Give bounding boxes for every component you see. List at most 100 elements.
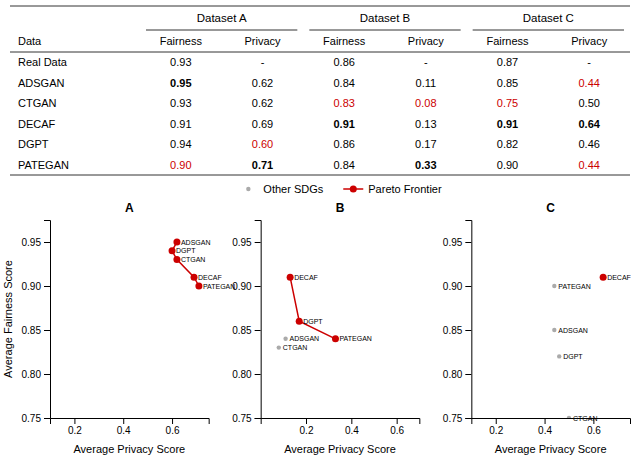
tick: 0.90	[232, 281, 260, 292]
axis-line	[255, 221, 262, 419]
y-axis: 0.750.800.850.900.95	[232, 221, 261, 424]
column-header: Fairness	[486, 35, 529, 47]
tick: 0.85	[232, 325, 260, 336]
tick: 0.4	[345, 418, 359, 436]
table-cell: 0.86	[333, 56, 354, 68]
table-cell: 0.33	[415, 159, 436, 171]
tick: 0.2	[68, 418, 82, 436]
axis-line	[44, 221, 51, 419]
point	[552, 284, 556, 288]
tick: 0.6	[166, 418, 180, 436]
tick: 0.95	[443, 237, 471, 248]
point-label: DECAF	[607, 274, 631, 281]
group-label: Dataset A	[197, 12, 247, 24]
legend-symbol-marker	[246, 187, 250, 191]
table-cell: 0.90	[170, 159, 191, 171]
table-cell: 0.60	[252, 138, 273, 150]
axis-line	[472, 419, 631, 425]
tick-label: 0.90	[443, 281, 463, 292]
tick-label: 0.4	[117, 425, 131, 436]
point-label: DGPT	[303, 318, 323, 325]
point-label: ADSGAN	[290, 335, 320, 342]
tick: 0.80	[232, 369, 260, 380]
scatter-panel: 0.20.40.60.750.800.850.900.95ADSGANCTGAN…	[232, 201, 420, 455]
tick: 0.75	[232, 413, 260, 424]
point-label: ADSGAN	[181, 239, 211, 246]
tick-mark	[255, 374, 261, 375]
table-cell: 0.94	[170, 138, 191, 150]
point-label: CTGAN	[573, 415, 598, 422]
point	[277, 345, 281, 349]
plot-marks	[169, 239, 203, 290]
panel-title: C	[546, 201, 555, 215]
x-axis: 0.2 0.4 0.6	[51, 418, 210, 436]
tick-label: 0.2	[300, 425, 314, 436]
group-rule	[146, 30, 297, 31]
plot-marks	[552, 274, 607, 418]
row-label: DGPT	[18, 138, 49, 150]
table-cell: 0.08	[415, 97, 436, 109]
legend-label: Pareto Frontier	[368, 183, 442, 195]
row-label: Real Data	[18, 56, 68, 68]
tick: 0.80	[443, 369, 471, 380]
table-cell: 0.91	[333, 118, 354, 130]
frontier-line	[290, 277, 335, 339]
tick-mark	[545, 418, 546, 424]
table-cell: 0.46	[578, 138, 599, 150]
table-cell: 0.64	[578, 118, 600, 130]
column-header: Privacy	[408, 35, 445, 47]
tick-label: 0.6	[166, 425, 180, 436]
tick-mark	[351, 418, 352, 424]
tick-mark	[255, 418, 261, 419]
point-label: ADSGAN	[558, 327, 588, 334]
tick-mark	[44, 330, 50, 331]
axis-line	[465, 221, 472, 419]
point-label: DGPT	[176, 247, 196, 254]
x-axis-title: Average Privacy Score	[495, 443, 607, 455]
point-label: CTGAN	[181, 256, 206, 263]
point	[173, 239, 180, 246]
point	[600, 274, 607, 281]
tick-label: 0.6	[390, 425, 404, 436]
table-cell: 0.50	[578, 97, 599, 109]
table-cell: 0.86	[333, 138, 354, 150]
tick-mark	[44, 418, 50, 419]
tick: 0.2	[300, 418, 314, 436]
tick-mark	[306, 418, 307, 424]
y-axis-title: Average Fairness Score	[2, 260, 14, 378]
tick-mark	[74, 418, 75, 424]
column-header: Privacy	[571, 35, 608, 47]
tick-mark	[44, 374, 50, 375]
tick-label: 0.2	[489, 425, 503, 436]
column-header: Fairness	[323, 35, 366, 47]
point-label: DECAF	[294, 274, 318, 281]
tick-label: 0.2	[68, 425, 82, 436]
table-cell: 0.44	[578, 77, 599, 89]
x-axis: 0.20.40.6	[472, 418, 631, 436]
table-cell: 0.75	[497, 97, 518, 109]
table-cell: 0.13	[415, 118, 436, 130]
table-cell: 0.84	[333, 77, 354, 89]
tick-label: 0.4	[345, 425, 359, 436]
x-axis-title: Average Privacy Score	[284, 443, 396, 455]
point-labels: ADSGANDGPTCTGANDECAFPATEGAN	[176, 239, 235, 290]
legend-symbol-marker	[350, 186, 357, 193]
tick-label: 0.95	[443, 237, 463, 248]
tick-label: 0.75	[443, 413, 463, 424]
tick: 0.4	[117, 418, 131, 436]
point-labels: ADSGANCTGANDECAFDGPTPATEGAN	[283, 274, 372, 351]
group-rule	[473, 30, 624, 31]
table-cell: 0.44	[578, 159, 599, 171]
table-cell: 0.93	[170, 56, 191, 68]
tick-mark	[496, 418, 497, 424]
tick-label: 0.75	[232, 413, 252, 424]
tick-mark	[123, 418, 124, 424]
tick-label: 0.80	[443, 369, 463, 380]
table-cell: 0.69	[252, 118, 273, 130]
tick-label: 0.95	[22, 237, 42, 248]
tick: 0.95	[22, 237, 50, 248]
tick-mark	[465, 242, 471, 243]
tick: 0.90	[443, 281, 471, 292]
tick-mark	[465, 330, 471, 331]
table-cell: 0.95	[170, 77, 191, 89]
